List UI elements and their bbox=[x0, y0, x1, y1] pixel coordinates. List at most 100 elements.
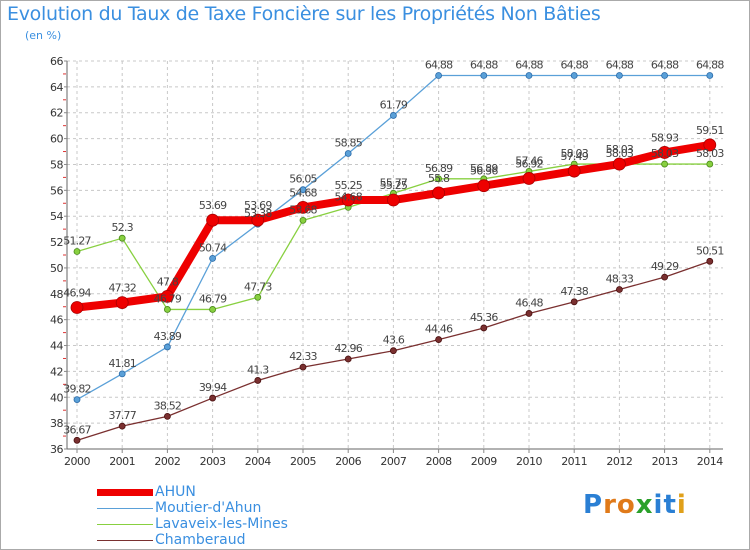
data-label: 64.88 bbox=[470, 58, 498, 71]
data-point bbox=[299, 186, 307, 194]
y-tick-label: 42 bbox=[50, 365, 63, 378]
data-point bbox=[115, 296, 129, 309]
y-tick-label: 54 bbox=[50, 210, 63, 223]
data-label: 56.36 bbox=[470, 165, 498, 178]
data-point bbox=[209, 254, 217, 262]
data-label: 42.33 bbox=[289, 350, 317, 363]
x-tick-label: 2012 bbox=[606, 455, 632, 468]
x-tick-label: 2001 bbox=[109, 455, 135, 468]
series-moutier-d-ahun bbox=[73, 72, 714, 403]
data-label: 55.25 bbox=[380, 179, 408, 192]
data-point bbox=[118, 234, 126, 242]
data-point bbox=[296, 201, 310, 214]
y-tick-label: 48 bbox=[50, 288, 63, 301]
data-point bbox=[435, 175, 443, 183]
y-tick-label: 64 bbox=[50, 81, 63, 94]
data-point bbox=[251, 213, 265, 227]
legend-swatch bbox=[97, 524, 153, 525]
data-label: 47.38 bbox=[560, 285, 588, 298]
x-tick-label: 2007 bbox=[380, 455, 406, 468]
data-point bbox=[299, 363, 307, 371]
x-tick-label: 2008 bbox=[426, 455, 452, 468]
data-point bbox=[118, 370, 126, 378]
data-label: 51.27 bbox=[63, 235, 91, 248]
data-point bbox=[435, 72, 443, 79]
data-label: 64.88 bbox=[560, 58, 588, 71]
data-label: 53.69 bbox=[199, 199, 227, 212]
y-axis-ticks: 36 38 40 42 44 46 48 50 52 54 56 58 60 62 64 66 bbox=[50, 55, 67, 456]
data-label: 58.03 bbox=[606, 143, 634, 156]
data-point bbox=[160, 289, 174, 303]
data-point bbox=[477, 179, 491, 193]
data-label: 64.88 bbox=[425, 58, 453, 71]
data-point bbox=[73, 436, 81, 444]
data-point bbox=[706, 257, 714, 265]
y-tick-label: 40 bbox=[50, 391, 63, 404]
data-label: 47.73 bbox=[244, 280, 272, 293]
data-label: 57.46 bbox=[515, 154, 543, 167]
data-point bbox=[163, 306, 171, 313]
legend-label: Chamberaud bbox=[155, 532, 246, 548]
x-tick-label: 2013 bbox=[652, 455, 678, 468]
legend-label: Lavaveix-les-Mines bbox=[155, 516, 288, 532]
data-label: 58.93 bbox=[651, 131, 679, 144]
data-point bbox=[661, 160, 668, 168]
data-label: 56.92 bbox=[515, 157, 543, 170]
legend-label: Moutier-d'Ahun bbox=[155, 500, 262, 516]
data-label: 56.05 bbox=[289, 173, 317, 186]
data-label: 55.25 bbox=[334, 179, 362, 192]
data-point bbox=[389, 112, 397, 119]
data-label: 57.49 bbox=[560, 150, 588, 163]
data-point bbox=[658, 146, 671, 159]
data-label: 38.52 bbox=[154, 399, 182, 412]
data-label: 47.32 bbox=[108, 282, 136, 295]
x-tick-label: 2004 bbox=[245, 455, 271, 468]
data-point bbox=[570, 298, 578, 306]
data-label: 39.94 bbox=[199, 381, 227, 394]
data-label: 53.38 bbox=[244, 207, 272, 220]
x-tick-label: 2010 bbox=[516, 455, 542, 468]
data-point bbox=[254, 293, 262, 301]
data-point bbox=[344, 150, 352, 157]
y-tick-label: 56 bbox=[50, 184, 63, 197]
data-label: 41.81 bbox=[108, 357, 136, 370]
data-label: 46.94 bbox=[63, 287, 91, 300]
data-point bbox=[386, 193, 400, 207]
data-point bbox=[706, 160, 714, 168]
x-tick-label: 2011 bbox=[561, 455, 587, 468]
data-point bbox=[525, 310, 533, 317]
y-tick-label: 52 bbox=[50, 236, 63, 249]
data-label: 48.33 bbox=[606, 273, 634, 286]
data-point bbox=[703, 138, 717, 152]
data-point bbox=[480, 324, 488, 332]
data-point bbox=[613, 157, 626, 171]
data-label: 39.82 bbox=[63, 383, 91, 396]
data-point bbox=[661, 273, 668, 281]
x-axis-ticks: 2000 2001 2002 2003 2004 2005 2006 2007 2008 2009… bbox=[64, 449, 724, 468]
data-label: 55.77 bbox=[380, 176, 408, 189]
data-point bbox=[661, 72, 668, 79]
data-label: 64.88 bbox=[606, 58, 634, 71]
data-point bbox=[616, 286, 623, 293]
data-point bbox=[341, 193, 355, 207]
data-label: 43.6 bbox=[383, 334, 405, 347]
data-label: 46.48 bbox=[515, 296, 543, 309]
x-tick-label: 2006 bbox=[335, 455, 361, 468]
y-tick-label: 66 bbox=[50, 55, 63, 68]
data-label: 50.74 bbox=[199, 241, 227, 254]
legend-label: AHUN bbox=[155, 484, 196, 500]
y-tick-label: 38 bbox=[50, 417, 63, 430]
data-point bbox=[209, 306, 217, 313]
data-point bbox=[432, 186, 446, 200]
y-tick-label: 46 bbox=[50, 314, 63, 327]
data-label: 44.46 bbox=[425, 323, 453, 336]
data-point bbox=[73, 396, 81, 403]
chart-title: Evolution du Taux de Taxe Foncière sur l… bbox=[7, 3, 601, 25]
series-ahun bbox=[70, 138, 717, 314]
data-point bbox=[567, 164, 581, 178]
plot-area bbox=[67, 61, 723, 449]
data-label: 64.88 bbox=[515, 58, 543, 71]
data-point bbox=[616, 72, 623, 79]
